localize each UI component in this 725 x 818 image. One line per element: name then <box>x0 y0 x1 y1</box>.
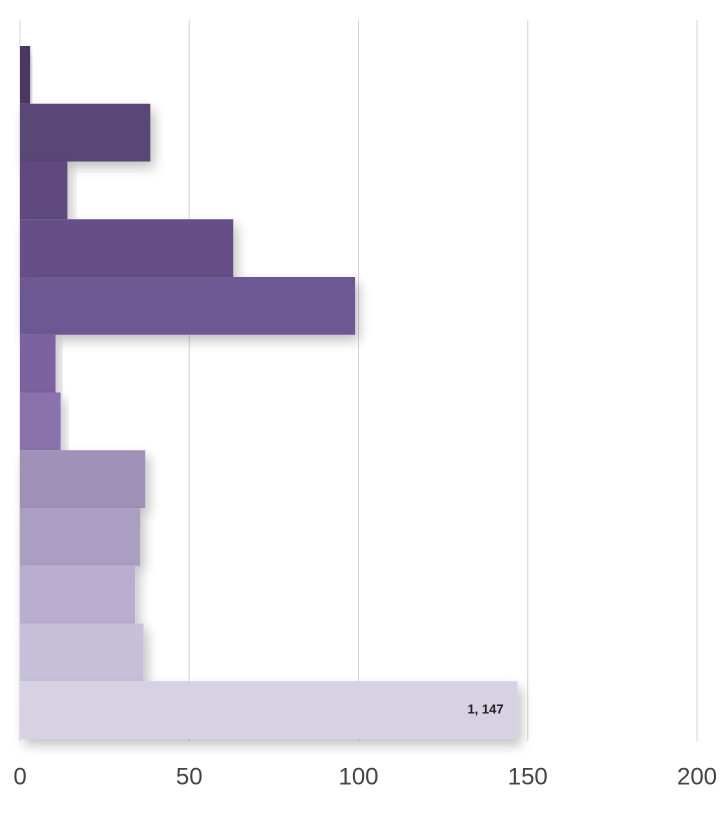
x-tick-label: 150 <box>508 763 548 790</box>
bar <box>20 161 68 220</box>
bar <box>20 103 151 162</box>
bar <box>20 565 136 624</box>
bar <box>20 219 234 277</box>
x-tick-label: 200 <box>677 763 717 790</box>
x-tick-label: 100 <box>338 763 378 790</box>
bar <box>20 623 144 682</box>
bar <box>20 46 31 104</box>
value-label: 1, 147 <box>467 702 503 717</box>
bar <box>20 508 141 566</box>
x-tick-label: 0 <box>13 763 26 790</box>
bar <box>20 681 518 739</box>
bar <box>20 277 356 335</box>
bar <box>20 392 61 451</box>
x-tick-label: 50 <box>176 763 203 790</box>
bar <box>20 334 56 393</box>
bar <box>20 450 146 508</box>
